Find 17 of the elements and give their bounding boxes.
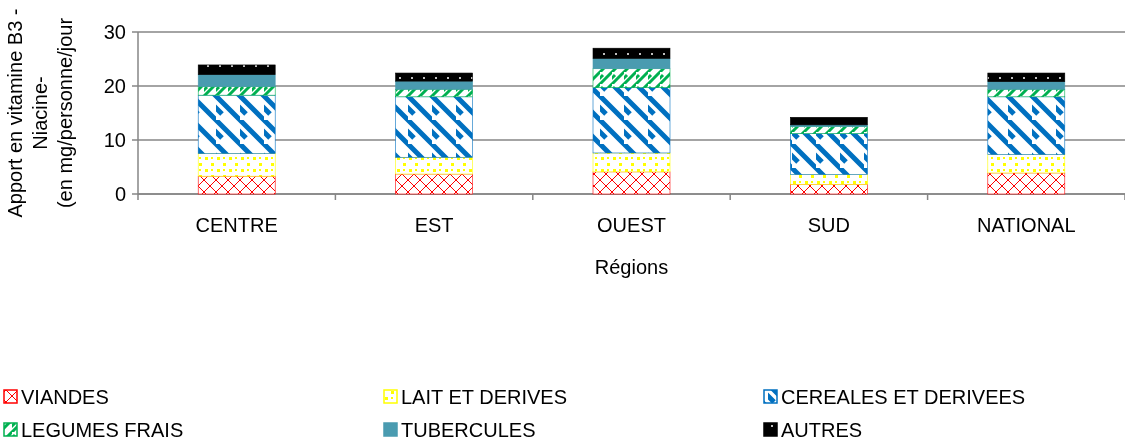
legend-label: AUTRES [781, 419, 863, 441]
x-tick-label: SUD [807, 214, 851, 236]
y-tick-label: 20 [103, 75, 126, 97]
legend-label: VIANDES [21, 386, 109, 408]
x-tick-label: EST [414, 214, 454, 236]
legend-label: TUBERCULES [401, 419, 536, 441]
legend-label: LAIT ET DERIVES [401, 386, 567, 408]
x-tick-label: NATIONAL [977, 214, 1076, 236]
x-tick-label: OUEST [597, 214, 666, 236]
y-tick-label: 30 [103, 21, 126, 43]
y-tick-label: 0 [114, 183, 126, 205]
x-axis-title: Régions [594, 256, 669, 278]
x-tick-label: CENTRE [195, 214, 278, 236]
legend-label: CEREALES ET DERIVEES [781, 386, 1026, 408]
legend-label: LEGUMES FRAIS [21, 419, 184, 441]
y-tick-label: 10 [103, 129, 126, 151]
y-axis-title: Apport en vitamine B3 - Niacine- (en mg/personne/jour [4, 8, 76, 218]
